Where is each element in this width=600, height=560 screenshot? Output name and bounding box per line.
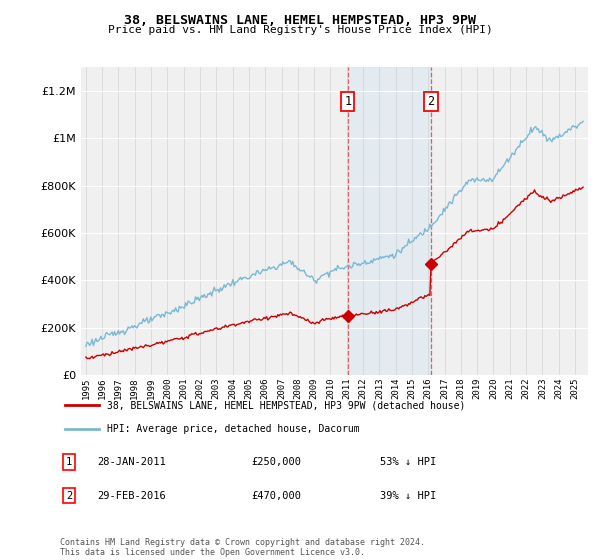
Text: 2: 2 [66,491,72,501]
Text: HPI: Average price, detached house, Dacorum: HPI: Average price, detached house, Daco… [107,424,359,434]
Text: 29-FEB-2016: 29-FEB-2016 [98,491,166,501]
Text: 38, BELSWAINS LANE, HEMEL HEMPSTEAD, HP3 9PW (detached house): 38, BELSWAINS LANE, HEMEL HEMPSTEAD, HP3… [107,400,466,410]
Text: 2: 2 [427,95,434,108]
Bar [348,67,431,375]
Text: Price paid vs. HM Land Registry's House Price Index (HPI): Price paid vs. HM Land Registry's House … [107,25,493,35]
Text: £250,000: £250,000 [251,457,301,467]
Text: 38, BELSWAINS LANE, HEMEL HEMPSTEAD, HP3 9PW: 38, BELSWAINS LANE, HEMEL HEMPSTEAD, HP3… [124,14,476,27]
Text: 1: 1 [66,457,72,467]
Text: 28-JAN-2011: 28-JAN-2011 [98,457,166,467]
Text: 1: 1 [344,95,352,108]
Text: Contains HM Land Registry data © Crown copyright and database right 2024.
This d: Contains HM Land Registry data © Crown c… [60,538,425,557]
Text: 53% ↓ HPI: 53% ↓ HPI [380,457,436,467]
Text: £470,000: £470,000 [251,491,301,501]
Text: 39% ↓ HPI: 39% ↓ HPI [380,491,436,501]
